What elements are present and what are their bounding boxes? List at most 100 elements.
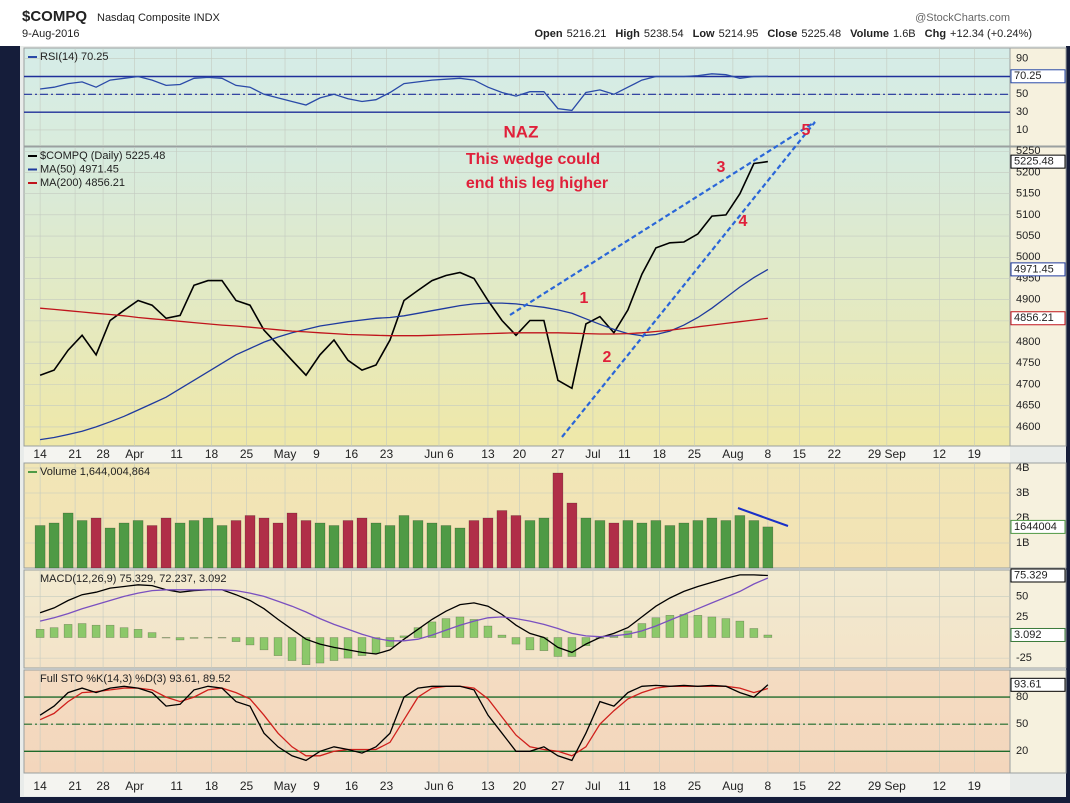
x-tick-label: Apr bbox=[125, 779, 144, 793]
y-tick-label: -25 bbox=[1016, 652, 1032, 664]
histogram-bar bbox=[119, 627, 129, 638]
volume-bar bbox=[734, 515, 746, 569]
quote-value: +12.34 (+0.24%) bbox=[950, 28, 1032, 40]
index-name: Nasdaq Composite INDX bbox=[97, 12, 221, 24]
x-tick-label: 25 bbox=[240, 447, 254, 461]
quote-label: High bbox=[615, 28, 640, 40]
wedge-lower bbox=[561, 121, 816, 438]
histogram-bar bbox=[273, 637, 283, 656]
y-tick-label: 4800 bbox=[1016, 336, 1040, 348]
quote-value: 5238.54 bbox=[644, 28, 684, 40]
volume-bar bbox=[230, 520, 242, 569]
volume-bar bbox=[594, 520, 606, 569]
histogram-bar bbox=[315, 637, 325, 664]
volume-bar bbox=[48, 522, 60, 569]
quote-label: Open bbox=[534, 28, 562, 40]
wave-label: 5 bbox=[802, 122, 811, 139]
x-tick-label: 15 bbox=[793, 779, 807, 793]
volume-bar bbox=[552, 472, 564, 569]
x-tick-label: 23 bbox=[380, 779, 394, 793]
last-value-label: 1644004 bbox=[1014, 521, 1057, 533]
histogram-bar bbox=[287, 637, 297, 661]
histogram-bar bbox=[371, 637, 381, 654]
histogram-bar bbox=[721, 618, 731, 638]
x-tick-label: 12 bbox=[933, 779, 947, 793]
volume-bar bbox=[118, 522, 130, 569]
histogram-bar bbox=[91, 624, 101, 638]
y-tick-label: 5250 bbox=[1016, 145, 1040, 157]
source: @StockCharts.com bbox=[915, 12, 1010, 24]
y-tick-label: 25 bbox=[1016, 611, 1028, 623]
axis-background bbox=[1009, 569, 1067, 669]
histogram-bar bbox=[427, 621, 437, 638]
x-tick-label: 25 bbox=[688, 779, 702, 793]
volume-bar bbox=[188, 520, 200, 569]
histogram-bar bbox=[63, 624, 73, 638]
histogram-bar bbox=[497, 634, 507, 638]
y-tick-label: 5150 bbox=[1016, 188, 1040, 200]
last-value-label: 4971.45 bbox=[1014, 263, 1054, 275]
volume-bar bbox=[426, 522, 438, 569]
y-tick-label: 50 bbox=[1016, 718, 1028, 730]
x-tick-label: May bbox=[274, 447, 297, 461]
volume-bar bbox=[244, 515, 256, 569]
y-tick-label: 4900 bbox=[1016, 294, 1040, 306]
histogram-bar bbox=[455, 616, 465, 638]
x-tick-label: 9 bbox=[313, 447, 320, 461]
x-tick-label: 18 bbox=[205, 447, 219, 461]
x-tick-label: 22 bbox=[828, 779, 842, 793]
volume-bar bbox=[678, 522, 690, 569]
volume-bar bbox=[384, 525, 396, 569]
volume-bar bbox=[300, 520, 312, 569]
volume-bar bbox=[538, 517, 550, 569]
panel-background bbox=[23, 669, 1011, 774]
x-tick-label: 15 bbox=[793, 447, 807, 461]
wave-label: 4 bbox=[739, 213, 748, 230]
volume-bar bbox=[748, 520, 760, 569]
histogram-bar bbox=[343, 637, 353, 659]
volume-bar bbox=[328, 525, 340, 569]
histogram-bar bbox=[161, 637, 171, 639]
x-tick-label: 25 bbox=[688, 447, 702, 461]
volume-bar bbox=[258, 517, 270, 569]
volume-bar bbox=[496, 510, 508, 569]
last-value-box bbox=[1010, 677, 1066, 692]
volume-bar bbox=[664, 525, 676, 569]
histogram-bar bbox=[147, 632, 157, 638]
last-value-box bbox=[1010, 262, 1066, 277]
x-tick-label: 19 bbox=[968, 779, 982, 793]
histogram-bar bbox=[693, 615, 703, 638]
histogram-bar bbox=[511, 637, 521, 645]
last-value-label: 75.329 bbox=[1014, 569, 1048, 581]
series-line bbox=[39, 574, 768, 655]
x-tick-label: 11 bbox=[618, 779, 631, 793]
x-tick-label: 11 bbox=[170, 447, 183, 461]
y-tick-label: 4650 bbox=[1016, 400, 1040, 412]
y-tick-label: 5050 bbox=[1016, 230, 1040, 242]
volume-bar bbox=[468, 520, 480, 569]
x-tick-label: 20 bbox=[513, 447, 527, 461]
x-tick-label: 21 bbox=[68, 447, 82, 461]
x-tick-label: 11 bbox=[170, 779, 183, 793]
y-tick-label: 4750 bbox=[1016, 357, 1040, 369]
symbol: $COMPQ bbox=[22, 8, 87, 25]
annotation-text: end this leg higher bbox=[466, 175, 608, 192]
x-tick-label: Aug bbox=[722, 779, 743, 793]
quote-value: 5216.21 bbox=[567, 28, 607, 40]
x-axis-strip bbox=[24, 773, 1010, 796]
last-value-label: 4856.21 bbox=[1014, 312, 1054, 324]
histogram-bar bbox=[105, 624, 115, 638]
x-tick-label: Jul bbox=[585, 447, 600, 461]
panel-legend: Volume 1,644,004,864 bbox=[40, 466, 150, 478]
x-tick-label: 18 bbox=[653, 447, 667, 461]
volume-bar bbox=[510, 515, 522, 569]
volume-bar bbox=[720, 520, 732, 569]
histogram-bar bbox=[189, 637, 199, 639]
y-tick-label: 4B bbox=[1016, 462, 1029, 474]
histogram-bar bbox=[469, 619, 479, 638]
x-tick-label: 29 Sep bbox=[868, 447, 906, 461]
panel-legend: RSI(14) 70.25 bbox=[40, 51, 108, 63]
x-tick-label: 9 bbox=[313, 779, 320, 793]
volume-bar bbox=[398, 515, 410, 569]
